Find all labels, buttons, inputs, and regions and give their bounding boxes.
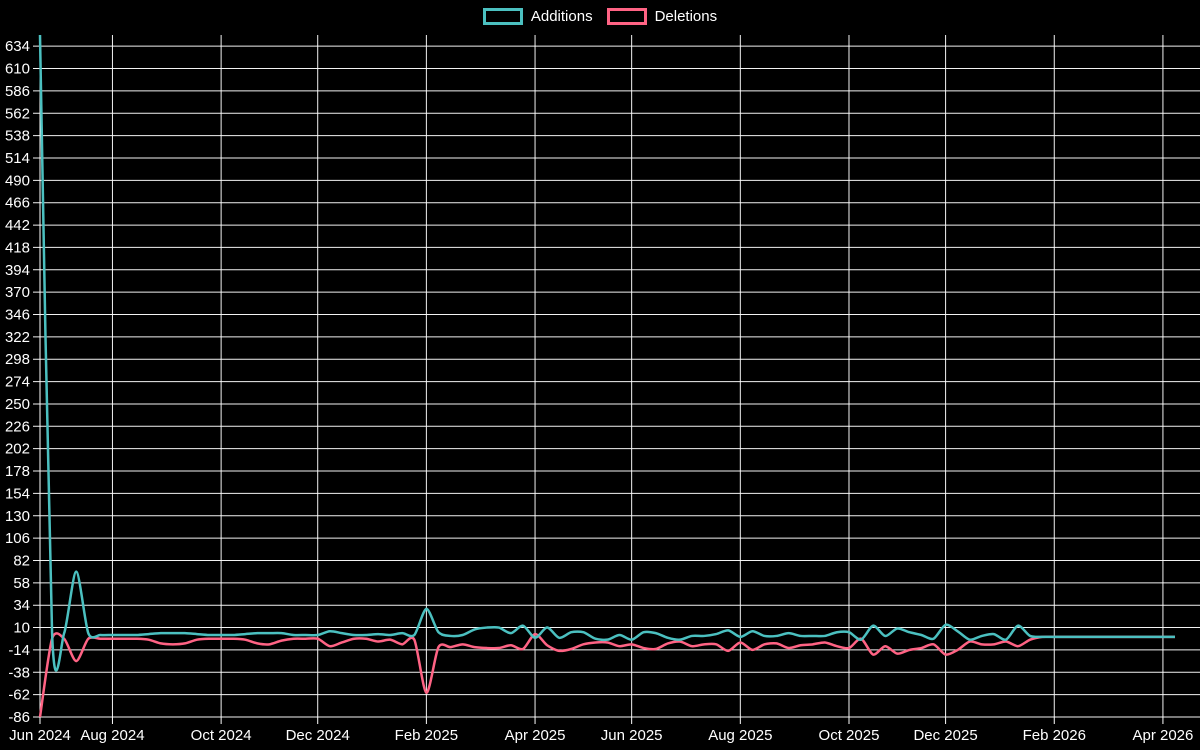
x-tick-label: Dec 2025	[913, 727, 977, 744]
series-line-additions	[38, 34, 1175, 672]
legend-item-deletions[interactable]: Deletions	[606, 8, 718, 25]
series-line-deletions	[38, 632, 1175, 718]
y-tick-label: 298	[5, 351, 30, 368]
x-tick-label: Feb 2026	[1023, 727, 1086, 744]
y-tick-label: 370	[5, 284, 30, 301]
chart-legend: Additions Deletions	[0, 8, 1200, 25]
legend-label-additions: Additions	[530, 8, 593, 25]
y-tick-label: 34	[13, 597, 30, 614]
y-tick-label: 202	[5, 441, 30, 458]
y-tick-label: -62	[8, 687, 30, 704]
y-tick-label: 178	[5, 463, 30, 480]
y-tick-label: 442	[5, 217, 30, 234]
x-tick-label: Oct 2024	[191, 727, 252, 744]
y-tick-label: 130	[5, 508, 30, 525]
y-tick-label: 106	[5, 530, 30, 547]
y-tick-label: 322	[5, 329, 30, 346]
legend-item-additions[interactable]: Additions	[482, 8, 593, 25]
x-tick-label: Apr 2025	[505, 727, 566, 744]
x-tick-label: Dec 2024	[286, 727, 350, 744]
y-tick-label: -86	[8, 709, 30, 726]
x-tick-label: Oct 2025	[819, 727, 880, 744]
x-tick-label: Feb 2025	[395, 727, 458, 744]
y-tick-label: 562	[5, 105, 30, 122]
y-tick-label: -14	[8, 642, 30, 659]
x-tick-label: Aug 2024	[80, 727, 144, 744]
deletions-swatch-icon	[606, 8, 647, 25]
y-tick-label: 82	[13, 552, 30, 569]
y-tick-label: 226	[5, 418, 30, 435]
y-tick-label: 418	[5, 239, 30, 256]
x-tick-label: Jun 2024	[9, 727, 71, 744]
y-tick-label: 10	[13, 620, 30, 637]
additions-swatch-icon	[482, 8, 523, 25]
x-tick-label: Jun 2025	[601, 727, 663, 744]
y-tick-label: 250	[5, 396, 30, 413]
y-tick-label: 634	[5, 38, 30, 55]
y-tick-label: 586	[5, 83, 30, 100]
y-tick-label: 58	[13, 575, 30, 592]
y-tick-label: 538	[5, 128, 30, 145]
x-tick-label: Aug 2025	[708, 727, 772, 744]
y-tick-label: 394	[5, 262, 30, 279]
y-tick-label: 610	[5, 61, 30, 78]
y-tick-label: 514	[5, 150, 30, 167]
y-tick-label: 490	[5, 172, 30, 189]
y-tick-label: -38	[8, 664, 30, 681]
x-tick-label: Apr 2026	[1132, 727, 1193, 744]
y-tick-label: 346	[5, 307, 30, 324]
y-tick-label: 274	[5, 374, 30, 391]
y-tick-label: 466	[5, 195, 30, 212]
legend-label-deletions: Deletions	[654, 8, 718, 25]
y-tick-label: 154	[5, 485, 30, 502]
